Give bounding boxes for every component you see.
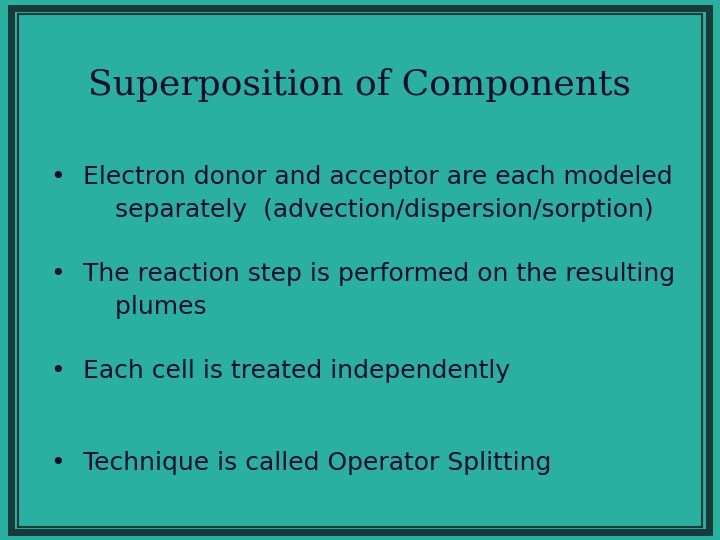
Text: Technique is called Operator Splitting: Technique is called Operator Splitting	[83, 451, 552, 475]
Text: Superposition of Components: Superposition of Components	[89, 68, 631, 102]
Text: •: •	[50, 451, 65, 475]
Text: •: •	[50, 359, 65, 383]
Text: •: •	[50, 165, 65, 188]
Text: Each cell is treated independently: Each cell is treated independently	[83, 359, 510, 383]
Text: The reaction step is performed on the resulting
    plumes: The reaction step is performed on the re…	[83, 262, 675, 319]
Text: •: •	[50, 262, 65, 286]
Text: Electron donor and acceptor are each modeled
    separately  (advection/dispersi: Electron donor and acceptor are each mod…	[83, 165, 672, 222]
